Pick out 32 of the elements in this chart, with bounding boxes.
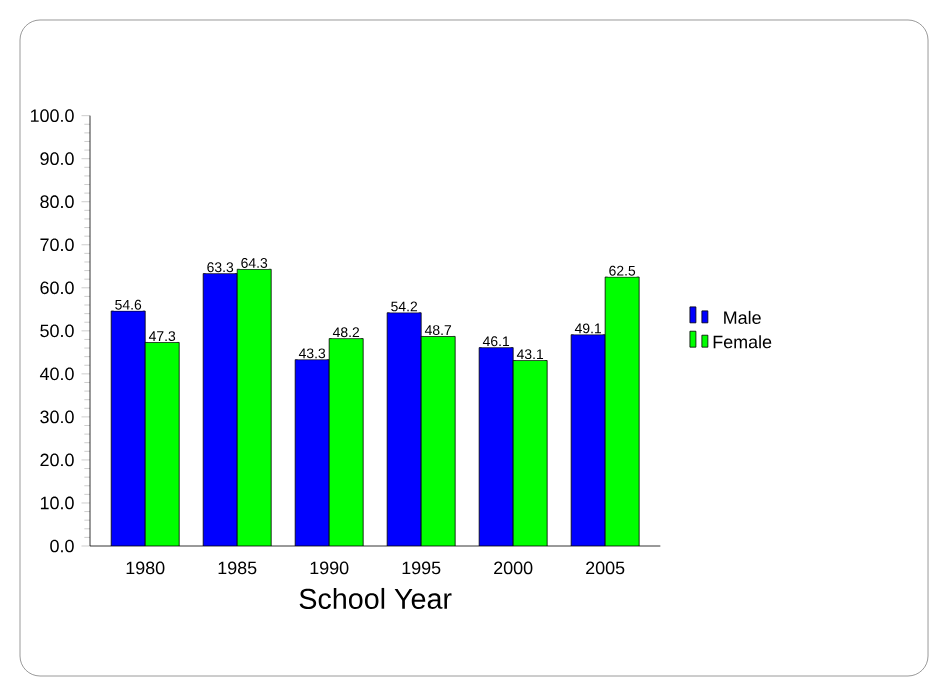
y-tick-label: 60.0 bbox=[40, 281, 74, 295]
bar bbox=[570, 334, 606, 546]
legend-label: Female bbox=[713, 335, 772, 349]
legend-label: Male bbox=[724, 310, 761, 325]
bar bbox=[145, 342, 180, 546]
bar bbox=[329, 338, 364, 546]
y-tick-label: 0.0 bbox=[50, 539, 74, 553]
bar bbox=[421, 336, 456, 546]
bar bbox=[387, 312, 422, 546]
bar bbox=[479, 347, 514, 546]
bar bbox=[604, 276, 640, 546]
y-tick-label: 10.0 bbox=[40, 496, 74, 510]
y-tick-label: 80.0 bbox=[40, 195, 74, 209]
bar bbox=[111, 311, 146, 546]
y-tick-label: 20.0 bbox=[40, 453, 74, 467]
x-tick-label: 1995 bbox=[402, 561, 441, 575]
y-tick-label: 50.0 bbox=[40, 324, 74, 338]
x-tick-label: 1980 bbox=[126, 561, 165, 575]
bar bbox=[295, 359, 330, 546]
bar bbox=[203, 273, 238, 546]
y-tick-label: 90.0 bbox=[40, 152, 74, 166]
y-tick-label: 100.0 bbox=[30, 109, 74, 123]
x-axis-title: School Year bbox=[299, 587, 452, 609]
x-tick-label: 2000 bbox=[494, 561, 533, 575]
y-tick-label: 30.0 bbox=[40, 410, 74, 424]
y-tick-label: 70.0 bbox=[40, 238, 74, 252]
x-tick-label: 1990 bbox=[310, 561, 349, 575]
x-tick-label: 1985 bbox=[218, 561, 257, 575]
y-tick-label: 40.0 bbox=[39, 367, 74, 381]
x-tick-label: 2005 bbox=[586, 561, 625, 575]
bar bbox=[513, 360, 548, 546]
bar bbox=[237, 269, 272, 546]
